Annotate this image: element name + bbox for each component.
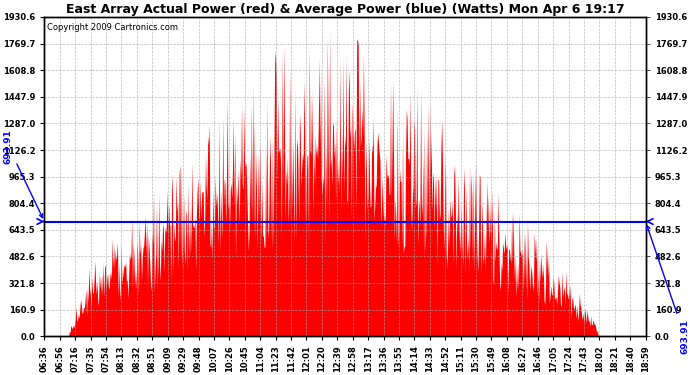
Text: 693.91: 693.91 xyxy=(647,226,689,354)
Text: Copyright 2009 Cartronics.com: Copyright 2009 Cartronics.com xyxy=(48,23,179,32)
Text: 693.91: 693.91 xyxy=(4,129,43,218)
Title: East Array Actual Power (red) & Average Power (blue) (Watts) Mon Apr 6 19:17: East Array Actual Power (red) & Average … xyxy=(66,3,624,16)
